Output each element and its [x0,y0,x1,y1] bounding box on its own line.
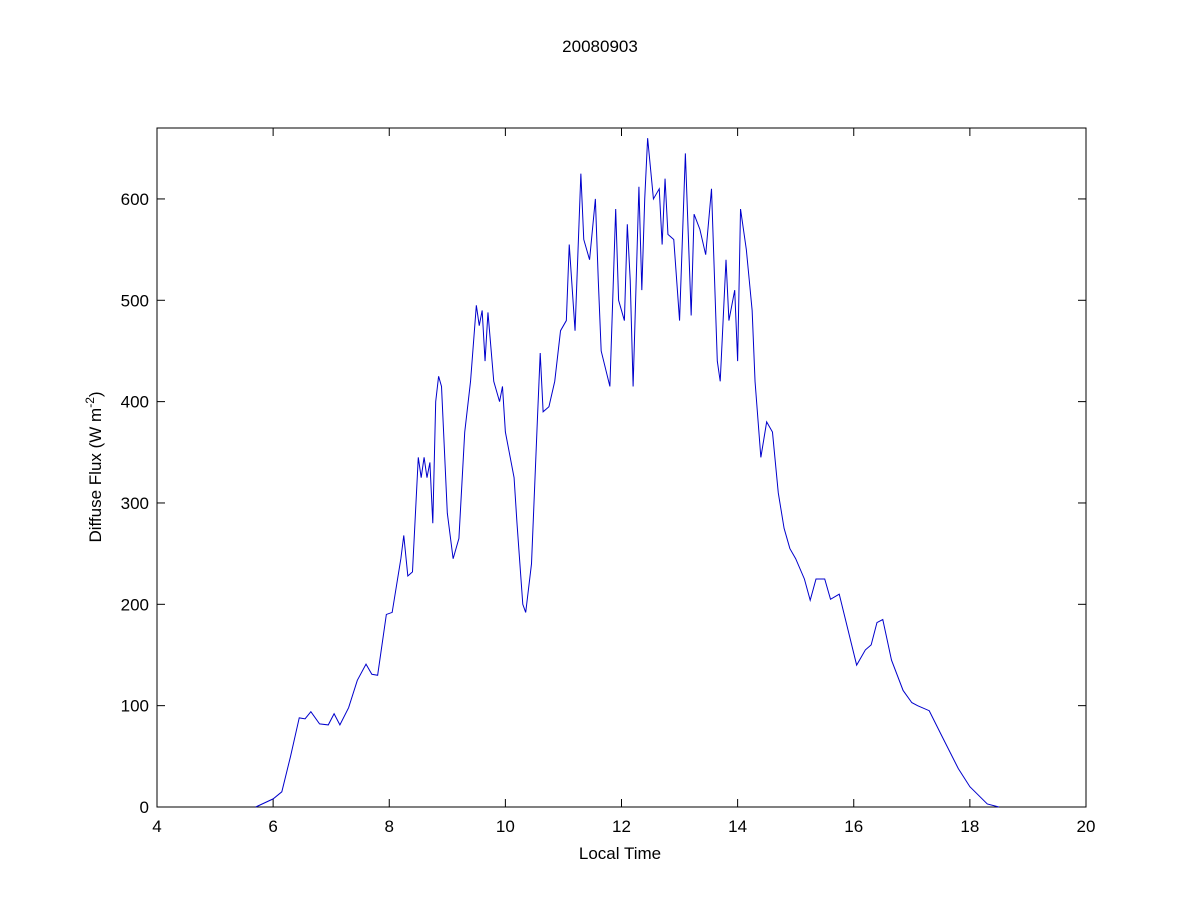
y-tick-label: 500 [121,291,149,310]
x-tick-label: 10 [496,817,515,836]
x-tick-label: 20 [1077,817,1096,836]
y-tick-label: 100 [121,697,149,716]
x-tick-label: 14 [728,817,747,836]
y-label-text: Diffuse Flux (W m [86,408,105,543]
x-tick-label: 18 [960,817,979,836]
x-tick-label: 6 [268,817,277,836]
chart-title: 20080903 [562,37,638,56]
x-tick-label: 16 [844,817,863,836]
data-line [255,138,1000,808]
x-tick-label: 8 [385,817,394,836]
y-tick-label: 300 [121,494,149,513]
x-tick-label: 12 [612,817,631,836]
x-axis-label: Local Time [579,844,661,863]
y-tick-label: 400 [121,393,149,412]
y-axis-label: Diffuse Flux (W m-2) [83,391,105,542]
y-label-close: ) [86,391,105,397]
y-tick-label: 200 [121,595,149,614]
y-tick-label: 0 [140,798,149,817]
y-label-exponent: -2 [83,397,97,408]
y-tick-label: 600 [121,190,149,209]
x-tick-label: 4 [152,817,161,836]
